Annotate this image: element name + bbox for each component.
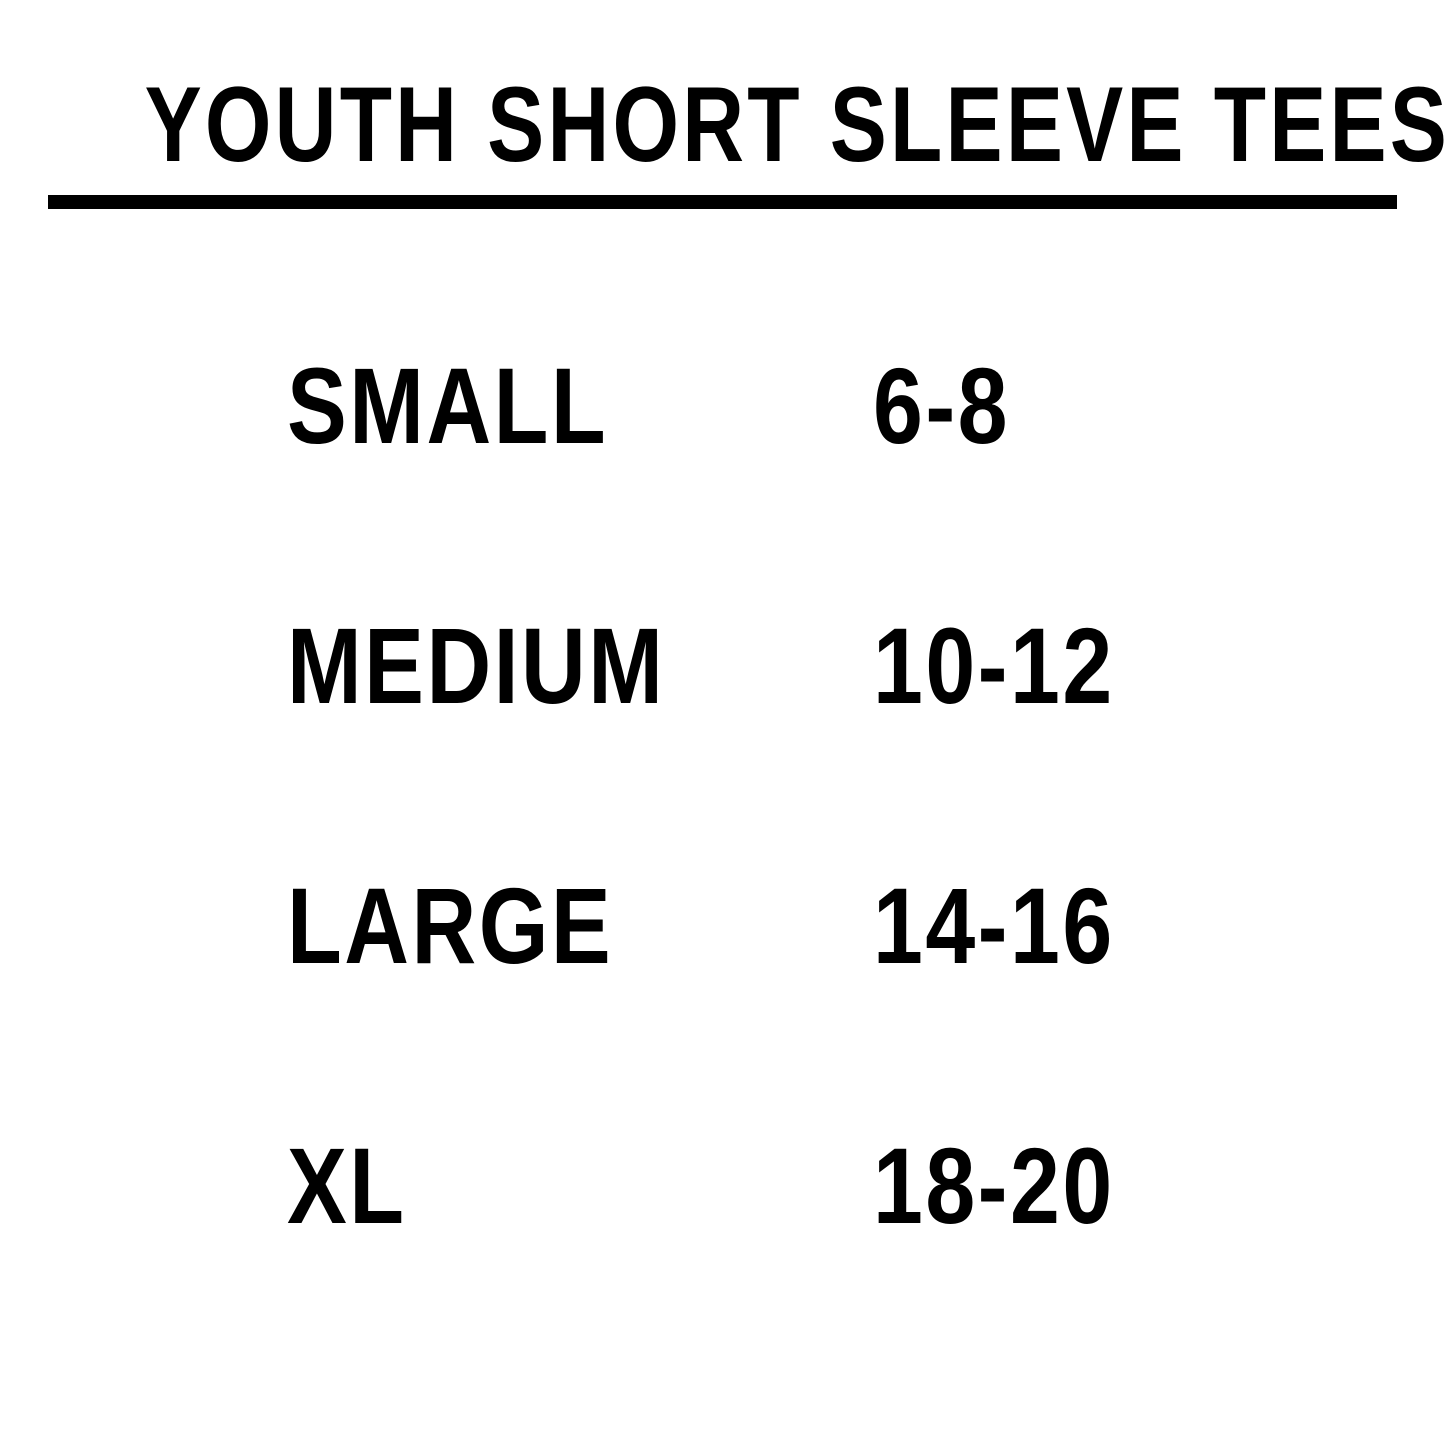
size-range: 18-20: [873, 1125, 1115, 1246]
page-title: YOUTH SHORT SLEEVE TEES: [144, 64, 1445, 184]
size-range: 10-12: [873, 605, 1115, 726]
size-label: XL: [287, 1125, 407, 1246]
size-range: 14-16: [873, 865, 1115, 986]
size-label: SMALL: [287, 345, 609, 466]
title-divider: [48, 195, 1397, 209]
size-label: LARGE: [287, 865, 614, 986]
size-range: 6-8: [873, 345, 1011, 466]
size-label: MEDIUM: [287, 605, 666, 726]
